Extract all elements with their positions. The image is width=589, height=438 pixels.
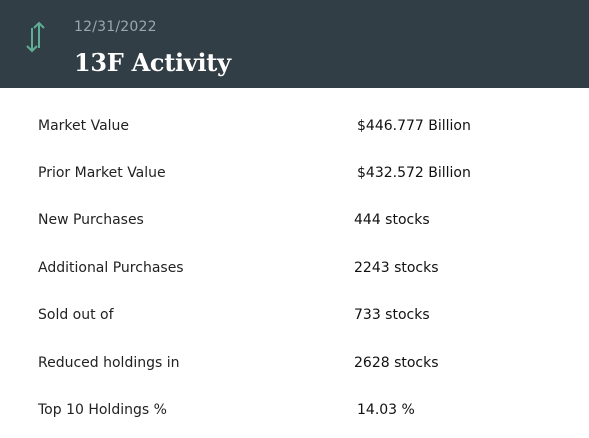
row-label: Sold out of [38, 306, 114, 323]
up-down-arrows-icon [26, 21, 45, 53]
row-new-purchases: New Purchases 444 stocks [0, 196, 589, 243]
row-label: Additional Purchases [38, 259, 184, 276]
row-reduced-holdings: Reduced holdings in 2628 stocks [0, 339, 589, 386]
card-header: 12/31/2022 13F Activity [0, 0, 589, 88]
row-sold-out-of: Sold out of 733 stocks [0, 291, 589, 338]
row-value: 14.03 % [357, 401, 415, 418]
row-label: Top 10 Holdings % [38, 401, 167, 418]
row-label: Prior Market Value [38, 164, 166, 181]
row-value: $432.572 Billion [357, 164, 471, 181]
card-title: 13F Activity [74, 48, 231, 77]
row-market-value: Market Value $446.777 Billion [0, 102, 589, 149]
report-date: 12/31/2022 [74, 19, 157, 35]
row-additional-purchases: Additional Purchases 2243 stocks [0, 244, 589, 291]
row-value: 733 stocks [354, 306, 430, 323]
row-top-10-holdings: Top 10 Holdings % 14.03 % [0, 386, 589, 433]
row-label: Market Value [38, 117, 130, 134]
row-value: 2243 stocks [354, 259, 439, 276]
row-label: Reduced holdings in [38, 354, 180, 371]
row-value: $446.777 Billion [357, 117, 471, 134]
row-prior-market-value: Prior Market Value $432.572 Billion [0, 149, 589, 196]
row-value: 2628 stocks [354, 354, 439, 371]
row-value: 444 stocks [354, 211, 430, 228]
row-label: New Purchases [38, 211, 144, 228]
